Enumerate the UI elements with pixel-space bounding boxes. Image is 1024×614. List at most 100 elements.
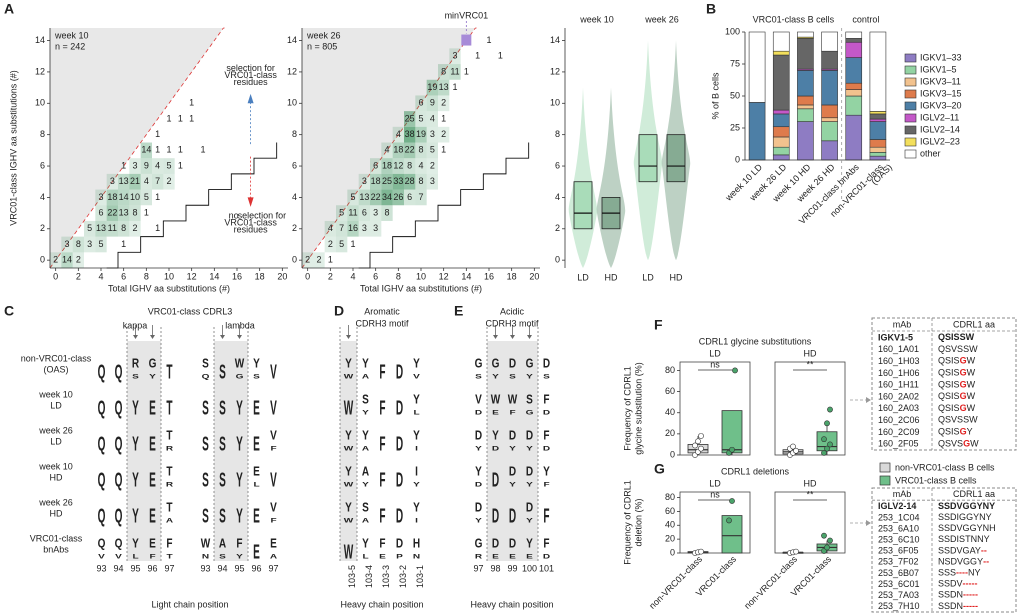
panel-label: F — [654, 317, 663, 333]
point — [824, 544, 830, 551]
logo-letter: Y — [236, 552, 243, 560]
y-tick-label: 80 — [665, 492, 675, 502]
logo-letter: D — [475, 408, 482, 416]
bar-segment — [821, 117, 838, 122]
cell-count: 5 — [339, 207, 344, 217]
logo-letter: S — [362, 500, 369, 515]
x-tick-label: 16 — [484, 271, 494, 281]
logo-letter: D — [526, 428, 534, 443]
cell-count: 2 — [430, 160, 435, 170]
table-cell: 160_2C06 — [878, 415, 920, 425]
cell-count: 13 — [119, 176, 129, 186]
group-label: week 26 — [644, 14, 679, 24]
logo-letter: E — [492, 408, 499, 416]
logo-letter: D — [475, 428, 483, 443]
legend-label: IGLV2–14 — [920, 124, 960, 134]
x-tick-label: 94 — [217, 563, 227, 573]
cell-count: 34 — [382, 192, 392, 202]
bar-segment — [869, 113, 887, 120]
logo-letter: F — [543, 480, 549, 488]
panel-label: E — [454, 303, 463, 319]
logo-letter: Q — [98, 362, 106, 383]
logo-letter: Y — [345, 428, 352, 443]
logo-letter: F — [379, 470, 385, 491]
cell-count: 5 — [418, 113, 423, 123]
logo-letter: S — [202, 356, 209, 371]
logo-letter: A — [270, 552, 277, 560]
point — [827, 537, 833, 544]
point — [726, 517, 732, 524]
y-tick-label: 75 — [730, 58, 740, 68]
table-cell: QSISGW — [938, 380, 976, 390]
logo-letter: Y — [526, 444, 533, 452]
table-header: CDRL1 aa — [953, 489, 995, 499]
heat-cell — [415, 158, 427, 174]
point — [821, 436, 827, 443]
cell-count: 3 — [362, 223, 367, 233]
legend-swatch — [879, 462, 891, 473]
logo-letter: S — [202, 506, 209, 527]
table-cell: SSDN----- — [938, 590, 978, 600]
x-tick-label: 20 — [529, 271, 539, 281]
legend-swatch — [879, 475, 891, 486]
cell-count: 18 — [382, 160, 392, 170]
x-tick-label: LD — [642, 272, 654, 282]
table-cell: SSDV----- — [938, 579, 978, 589]
legend-swatch — [904, 137, 917, 147]
bar-segment — [772, 31, 790, 52]
annotation-no: no — [229, 211, 239, 221]
cell-count: 1 — [166, 113, 171, 123]
point — [827, 441, 833, 448]
legend-label: other — [920, 148, 941, 158]
x-axis-title: Light chain position — [151, 599, 228, 609]
cell-count: 5 — [166, 160, 171, 170]
arrow-head — [247, 93, 254, 104]
logo-letter: F — [543, 536, 549, 551]
logo-letter: V — [475, 392, 482, 407]
row-label: VRC01-class — [30, 533, 83, 543]
logo-letter: Y — [132, 506, 139, 527]
bar-segment — [869, 146, 887, 153]
logo-letter: Y — [509, 444, 516, 452]
cell-count: 8 — [121, 223, 126, 233]
x-tick-label: HD — [670, 272, 683, 282]
heat-cell — [381, 173, 393, 190]
table-header: mAb — [893, 319, 912, 329]
cell-count: 8 — [407, 160, 412, 170]
logo-letter: Y — [362, 480, 369, 488]
cell-count: 4 — [430, 113, 435, 123]
x-tick-label: 2 — [328, 271, 333, 281]
logo-letter: G — [492, 356, 500, 371]
logo-letter: D — [475, 480, 482, 488]
x-tick-label: 103-4 — [364, 565, 374, 588]
cell-count: 4 — [418, 160, 423, 170]
cell-count: 7 — [155, 176, 160, 186]
heat-cell — [392, 158, 404, 174]
point — [698, 433, 704, 439]
heat-cell — [404, 142, 416, 159]
logo-letter: Q — [115, 536, 123, 551]
heat-cell — [347, 205, 359, 221]
row-label: LD — [50, 436, 62, 446]
table-cell: QSVSGW — [938, 439, 979, 449]
heat-cell — [347, 220, 359, 237]
x-tick-label: 16 — [232, 271, 242, 281]
cell-count: 3 — [452, 51, 457, 61]
cell-count: 1 — [452, 82, 457, 92]
highlight — [144, 341, 161, 561]
bar-segment — [845, 114, 863, 161]
panel-title: Aromatic — [364, 306, 400, 316]
y-tick-label: 6 — [292, 160, 297, 170]
bar-segment — [869, 139, 887, 148]
cell-count: 19 — [427, 82, 437, 92]
cell-count: 1 — [121, 239, 126, 249]
logo-letter: Q — [115, 434, 123, 455]
bar-segment — [772, 50, 790, 56]
heat-cell — [152, 158, 164, 174]
y-tick-label: 0 — [735, 154, 740, 164]
logo-letter: G — [475, 356, 483, 371]
cell-count: 18 — [107, 192, 117, 202]
panel-title: Acidic — [500, 306, 525, 316]
logo-letter: E — [379, 552, 386, 560]
